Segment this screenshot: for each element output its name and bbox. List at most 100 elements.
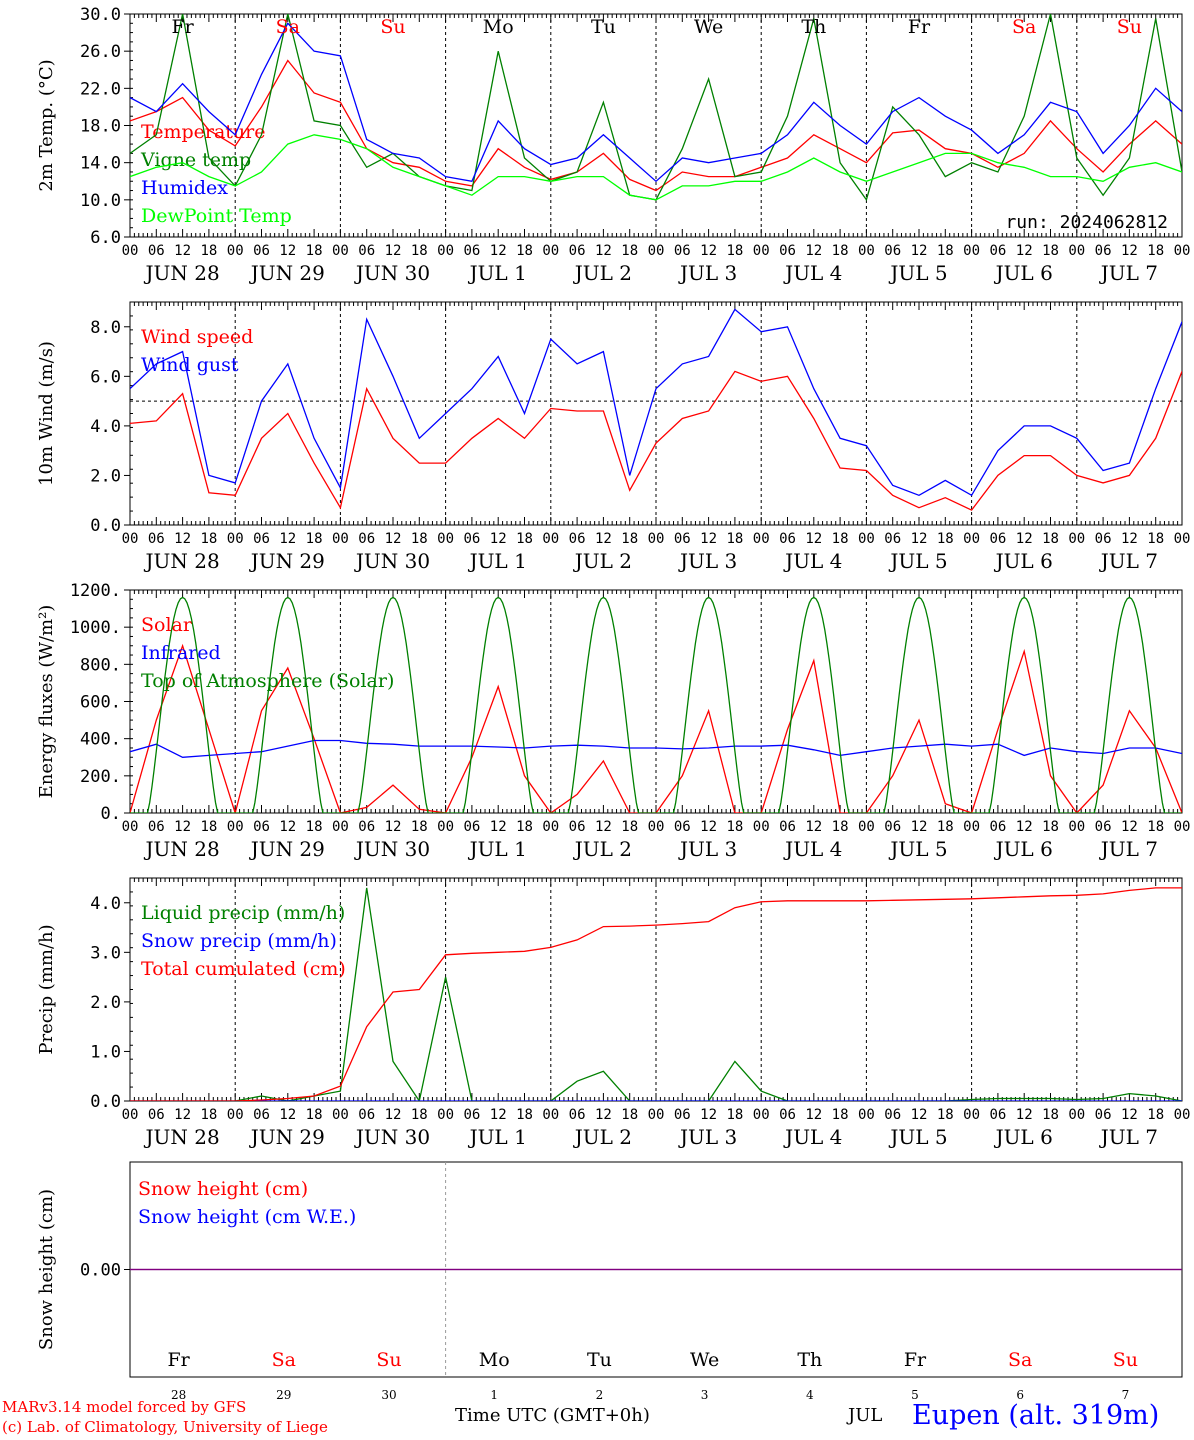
date-label: JUL 3 [678,261,737,285]
hour-tick-label: 18 [200,243,217,259]
day-number-label: 6 [1016,1388,1024,1402]
series-line [130,59,1182,192]
y-tick-label: 14.0 [80,154,121,174]
hour-tick-label: 00 [122,531,139,547]
date-label: JUL 6 [994,261,1053,285]
hour-tick-label: 00 [122,243,139,259]
hour-tick-label: 06 [569,531,586,547]
date-label: JUL 4 [783,549,842,573]
hour-tick-label: 18 [621,819,638,835]
hour-tick-label: 00 [858,1107,875,1123]
hour-tick-label: 06 [358,819,375,835]
hour-tick-label: 18 [832,531,849,547]
series-line [130,308,1182,497]
date-label: JUN 28 [144,837,220,861]
hour-tick-label: 18 [621,243,638,259]
hour-tick-label: 12 [700,1107,717,1123]
day-of-week-label: Mo [483,16,514,38]
date-label: JUL 6 [994,549,1053,573]
hour-tick-label: 12 [1121,819,1138,835]
hour-tick-label: 12 [595,1107,612,1123]
hour-tick-label: 00 [963,1107,980,1123]
day-number-label: 4 [806,1388,814,1402]
hour-tick-label: 06 [463,243,480,259]
hour-tick-label: 00 [1068,531,1085,547]
hour-tick-label: 06 [779,243,796,259]
y-tick-label: 10.0 [80,191,121,211]
hour-tick-label: 18 [1147,1107,1164,1123]
y-tick-label: 3.0 [90,943,121,963]
day-of-week-label: We [690,1349,719,1371]
hour-tick-label: 00 [437,531,454,547]
hour-tick-label: 00 [963,819,980,835]
hour-tick-label: 00 [227,819,244,835]
hour-tick-label: 00 [648,243,665,259]
series-line [130,370,1182,511]
hour-tick-label: 00 [1068,819,1085,835]
day-number-label: 7 [1122,1388,1130,1402]
hour-tick-label: 00 [963,243,980,259]
day-of-week-label: Fr [167,1349,190,1371]
hour-tick-label: 00 [753,531,770,547]
hour-tick-label: 18 [1042,1107,1059,1123]
credit-line-2: (c) Lab. of Climatology, University of L… [2,1418,328,1436]
hour-tick-label: 06 [884,531,901,547]
date-label: JUL 7 [1099,1125,1158,1149]
hour-tick-label: 00 [542,531,559,547]
y-axis-label: Energy fluxes (W/m²) [36,605,57,799]
hour-tick-label: 18 [621,1107,638,1123]
legend-entry: Humidex [141,177,228,199]
hour-tick-label: 12 [1016,243,1033,259]
hour-tick-label: 18 [832,819,849,835]
hour-tick-label: 18 [1042,243,1059,259]
hour-tick-label: 18 [306,819,323,835]
legend-entry: Total cumulated (cm) [141,958,346,980]
day-of-week-label: Sa [272,1349,296,1371]
legend-entry: DewPoint Temp [141,205,292,227]
hour-tick-label: 12 [1016,819,1033,835]
day-of-week-label: Su [380,16,405,38]
hour-tick-label: 18 [411,531,428,547]
date-label: JUN 29 [249,1125,325,1149]
date-label: JUN 30 [354,261,430,285]
hour-tick-label: 18 [726,1107,743,1123]
series-line [130,643,1182,813]
day-of-week-label: Tu [591,16,616,38]
hour-tick-label: 00 [122,1107,139,1123]
hour-tick-label: 06 [674,531,691,547]
hour-tick-label: 06 [569,819,586,835]
hour-tick-label: 06 [358,531,375,547]
hour-tick-label: 18 [200,1107,217,1123]
hour-tick-label: 06 [358,243,375,259]
date-label: JUN 29 [249,549,325,573]
hour-tick-label: 06 [1095,243,1112,259]
date-label: JUL 1 [468,837,527,861]
hour-tick-label: 12 [385,243,402,259]
y-tick-label: 1.0 [90,1042,121,1062]
date-label: JUL 3 [678,1125,737,1149]
date-label: JUL 3 [678,549,737,573]
hour-tick-label: 18 [200,531,217,547]
hour-tick-label: 18 [200,819,217,835]
hour-tick-label: 18 [937,819,954,835]
hour-tick-label: 06 [884,1107,901,1123]
y-tick-label: 0. [101,804,121,824]
hour-tick-label: 00 [753,243,770,259]
hour-tick-label: 12 [174,819,191,835]
day-of-week-label: Sa [1012,16,1036,38]
hour-tick-label: 00 [227,243,244,259]
series-line [130,596,1182,813]
y-tick-label: 200. [80,767,121,787]
hour-tick-label: 06 [779,1107,796,1123]
plot-frame [129,589,1183,814]
hour-tick-label: 12 [805,819,822,835]
hour-tick-label: 12 [279,243,296,259]
day-number-label: 29 [276,1388,291,1402]
hour-tick-label: 18 [306,1107,323,1123]
hour-tick-label: 12 [385,531,402,547]
hour-tick-label: 00 [227,531,244,547]
y-tick-label: 0.0 [90,516,121,536]
day-of-week-label: Mo [479,1349,510,1371]
day-of-week-label: Sa [1008,1349,1032,1371]
